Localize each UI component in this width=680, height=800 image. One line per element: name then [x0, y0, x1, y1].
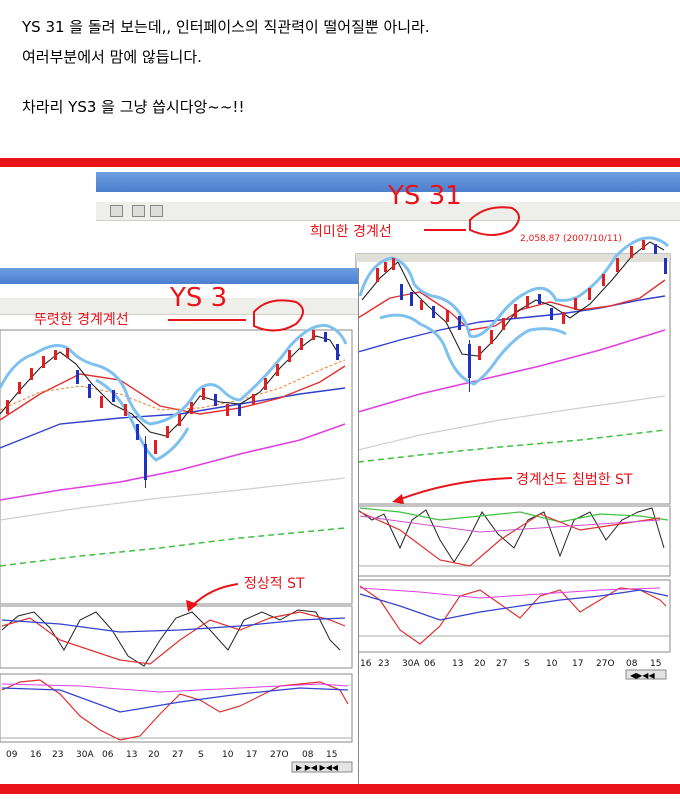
ys3-ma-green [0, 527, 346, 567]
ys3-circle-mark [253, 299, 304, 332]
ys31-tick: 23 [378, 659, 389, 669]
post-text: YS 31 을 돌려 보는데,, 인터페이스의 직관력이 떨어질뿐 아니라. 여… [22, 12, 430, 122]
ys3-tick: 23 [52, 750, 63, 760]
ys3-tick: S [198, 750, 204, 760]
ys3-st-black [1, 609, 341, 667]
scroll-arrows-icon[interactable]: ◀▶◀◀ [630, 671, 655, 680]
ys31-tick: 13 [452, 659, 463, 669]
ys31-osc-magenta [359, 587, 661, 599]
ys31-st-green [359, 507, 669, 523]
ys31-annotation-top: 희미한 경계선 [310, 224, 392, 240]
ys3-tick: 06 [102, 750, 114, 760]
ys31-tick: S [524, 659, 530, 669]
ys3-tick: 17 [246, 750, 257, 760]
ys31-ma-blue [357, 295, 666, 353]
ys3-title: YS 3 [169, 283, 227, 313]
ys31-osc-blue [359, 589, 669, 621]
ys31-ma-magenta [357, 329, 666, 413]
ys31-tick: 17 [572, 659, 583, 669]
ys3-ma-orange [0, 359, 346, 411]
ys31-x-axis: 16 23 30A 06 13 20 27 S 10 17 27O 08 15 [360, 659, 661, 669]
ys3-st-blue [1, 617, 346, 633]
ys31-envelope-bottom [379, 313, 567, 386]
ys3-tick: 10 [222, 750, 234, 760]
ys3-x-axis: 09 16 23 30A 06 13 20 27 S 10 17 27O 08 … [6, 750, 337, 760]
paste-icon[interactable] [150, 205, 163, 217]
ys31-tick: 08 [626, 659, 638, 669]
ys3-tick: 15 [326, 750, 337, 760]
ys31-tick: 30A [402, 659, 420, 669]
ys3-osc-blue [1, 687, 349, 713]
ys3-scroll-controls[interactable]: ▶ ▶◀ ▶◀◀ [291, 761, 353, 773]
ys31-st-arrow [397, 477, 513, 501]
ys31-ma-green [357, 429, 666, 463]
ys3-tick: 13 [126, 750, 137, 760]
ys3-tick: 09 [6, 750, 18, 760]
ys31-tick: 06 [424, 659, 436, 669]
ys3-osc-magenta [1, 683, 349, 693]
ys3-envelope-top [0, 323, 348, 426]
ys31-scroll-controls[interactable]: ◀▶◀◀ [625, 669, 667, 680]
ys31-envelope-top [358, 236, 670, 339]
ys3-tick: 16 [30, 750, 42, 760]
post-line-2: 여러부분에서 맘에 않듭니다. [22, 48, 202, 66]
ys3-tick: 30A [76, 750, 94, 760]
print-icon[interactable] [110, 205, 123, 217]
ys3-ma-gray [0, 477, 346, 521]
ys31-st-red [359, 511, 661, 567]
ys31-ma-black [361, 241, 665, 357]
ys31-tick: 16 [360, 659, 372, 669]
ys31-title-bar [96, 172, 680, 192]
scroll-arrows-icon[interactable]: ▶ ▶◀ ▶◀◀ [296, 763, 339, 772]
ys3-annotation-st: 정상적 ST [244, 576, 305, 592]
ys3-ma-black [0, 335, 341, 437]
ys3-candles [6, 330, 339, 488]
ys31-st-magenta [359, 515, 661, 533]
post-line-1: YS 31 을 돌려 보는데,, 인터페이스의 직관력이 떨어질뿐 아니라. [22, 18, 430, 36]
ys3-st-panel [0, 605, 353, 669]
ys31-candles [376, 240, 667, 392]
copy-icon[interactable] [132, 205, 145, 217]
top-red-banner [0, 158, 680, 167]
ys31-price-label: 2,058,87 (2007/10/11) [520, 234, 622, 244]
ys3-title-bar [0, 268, 358, 284]
ys3-tick: 27O [270, 750, 289, 760]
ys3-ma-magenta [0, 423, 346, 501]
ys3-tick: 20 [148, 750, 160, 760]
ys3-tick: 08 [302, 750, 314, 760]
ys31-tick: 15 [650, 659, 661, 669]
ys3-tick: 27 [172, 750, 183, 760]
ys31-title: YS 31 [387, 181, 462, 211]
ys31-ma-gray [357, 395, 666, 451]
ys31-panel-header [356, 254, 670, 262]
ys3-annotation-top: 뚜렷한 경계계선 [34, 312, 129, 328]
ys3-st-red [1, 611, 346, 665]
ys31-tick: 20 [474, 659, 486, 669]
ys31-circle-mark [469, 206, 520, 236]
ys31-annotation-st: 경계선도 침범한 ST [516, 472, 633, 488]
post-line-3: 차라리 YS3 을 그냥 씁시다앙~~!! [22, 98, 245, 116]
ys31-toolbar [96, 202, 680, 221]
bottom-red-banner [0, 784, 680, 794]
ys3-price-panel [0, 329, 353, 605]
ys31-st-arrowhead [392, 494, 404, 504]
ys3-osc-red [1, 679, 349, 741]
ys31-tick: 27 [496, 659, 507, 669]
ys31-tick: 27O [596, 659, 615, 669]
ys3-st-arrowhead [186, 600, 198, 612]
ys31-tick: 10 [546, 659, 558, 669]
